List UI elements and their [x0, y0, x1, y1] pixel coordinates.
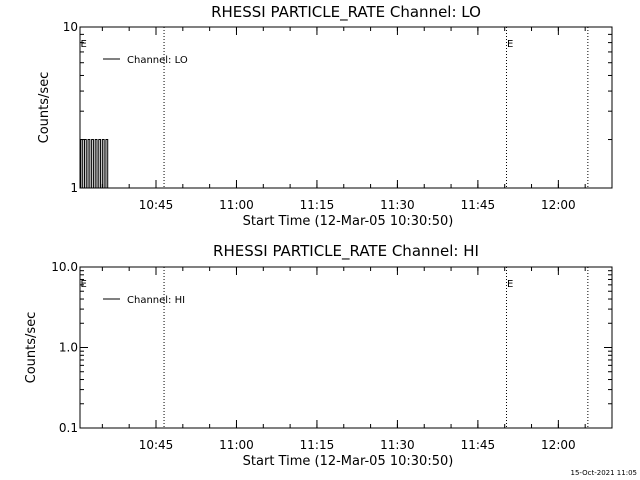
hi-chart-title: RHESSI PARTICLE_RATE Channel: HI [213, 242, 479, 261]
lo-event-marker-label: E [81, 39, 87, 50]
hi-event-marker-label: E [81, 279, 87, 290]
hi-y-axis-label: Counts/sec [24, 312, 39, 384]
hi-y-tick-label: 0.1 [59, 421, 78, 435]
hi-x-tick-label: 11:00 [219, 438, 254, 452]
hi-legend-label: Channel: HI [127, 295, 185, 306]
lo-x-tick-label: 11:30 [380, 198, 415, 212]
hi-x-tick-label: 11:45 [461, 438, 496, 452]
hi-x-tick-label: 11:30 [380, 438, 415, 452]
lo-channel-panel: RHESSI PARTICLE_RATE Channel: LO 1 10 10:45… [37, 3, 613, 229]
lo-x-tick-label: 12:00 [541, 198, 576, 212]
lo-y-tick-label: 1 [70, 181, 78, 195]
lo-event-marker-label: E [507, 39, 513, 50]
lo-x-axis-label: Start Time (12-Mar-05 10:30:50) [243, 214, 454, 229]
lo-legend-label: Channel: LO [127, 55, 188, 66]
hi-x-tick-label: 10:45 [139, 438, 174, 452]
lo-chart-title: RHESSI PARTICLE_RATE Channel: LO [211, 3, 481, 22]
lo-series-line [80, 139, 111, 189]
lo-x-tick-label: 11:00 [219, 198, 254, 212]
lo-plot-frame [79, 26, 613, 189]
hi-x-axis-label: Start Time (12-Mar-05 10:30:50) [243, 454, 454, 469]
lo-x-tick-label: 10:45 [139, 198, 174, 212]
lo-x-tick-label: 11:15 [300, 198, 335, 212]
hi-event-marker-label: E [507, 279, 513, 290]
lo-y-tick-label: 10 [63, 20, 78, 34]
hi-x-tick-label: 11:15 [300, 438, 335, 452]
hi-y-tick-label: 10.0 [51, 260, 78, 274]
lo-y-axis-label: Counts/sec [37, 72, 52, 144]
hi-x-tick-label: 12:00 [541, 438, 576, 452]
footer-timestamp: 15-Oct-2021 11:05 [571, 469, 637, 477]
lo-x-tick-label: 11:45 [461, 198, 496, 212]
hi-channel-panel: RHESSI PARTICLE_RATE Channel: HI 0.1 1.0 10… [24, 242, 613, 469]
hi-y-tick-label: 1.0 [59, 341, 78, 355]
hi-plot-frame [79, 266, 613, 429]
